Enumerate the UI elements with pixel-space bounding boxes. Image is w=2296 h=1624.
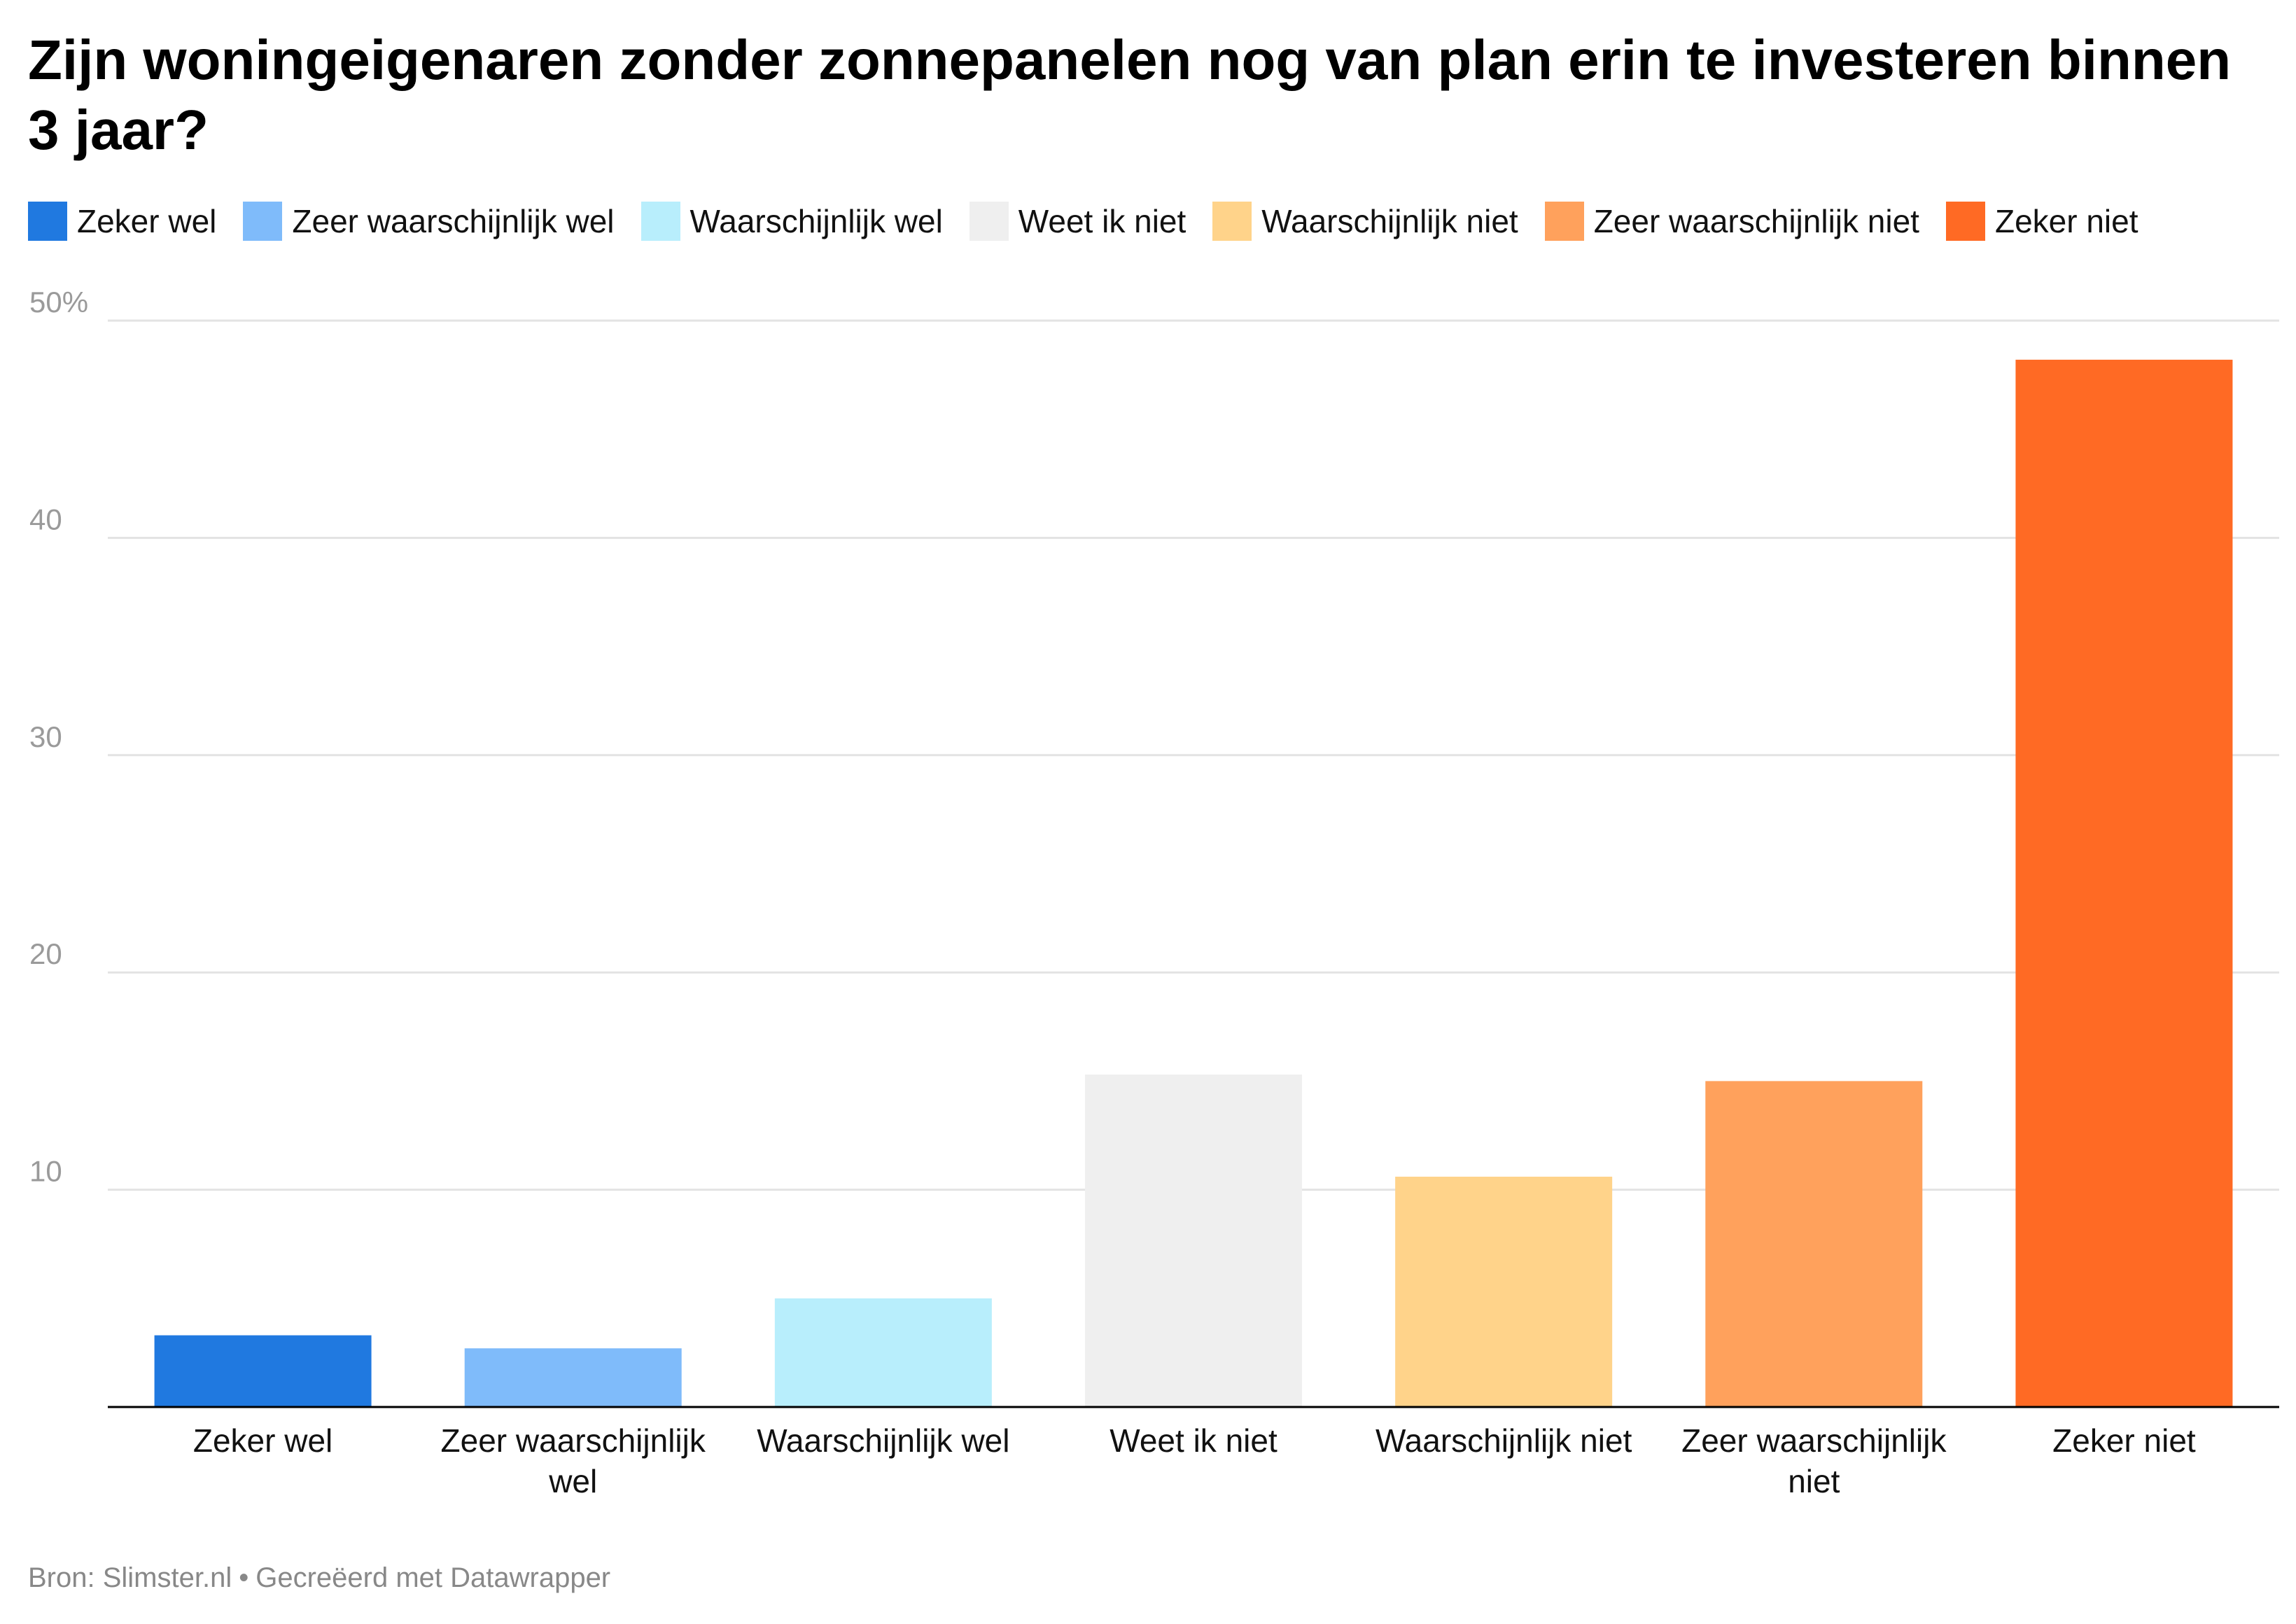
source-text: Bron: Slimster.nl [28, 1562, 232, 1593]
bar [1705, 1081, 1923, 1407]
legend-label: Waarschijnlijk wel [690, 203, 943, 239]
legend-label: Zeer waarschijnlijk wel [292, 203, 615, 239]
bar [1085, 1074, 1302, 1407]
legend-label: Zeker niet [1994, 203, 2138, 239]
bar [1395, 1176, 1613, 1407]
legend-swatch [1212, 202, 1252, 241]
legend-label: Weet ik niet [1018, 203, 1186, 239]
x-tick-label: Zeker niet [2052, 1422, 2196, 1459]
x-tick-label: Waarschijnlijk wel [757, 1422, 1009, 1459]
x-tick-label: wel [548, 1463, 597, 1499]
legend-item: Waarschijnlijk niet [1212, 202, 1518, 241]
x-tick-label: Waarschijnlijk niet [1376, 1422, 1632, 1459]
legend-swatch [243, 202, 283, 241]
bar [154, 1335, 372, 1407]
legend-label: Zeer waarschijnlijk niet [1593, 203, 1919, 239]
legend-label: Waarschijnlijk niet [1261, 203, 1518, 239]
x-tick-label: Zeer waarschijnlijk [441, 1422, 706, 1459]
chart-title: Zijn woningeigenaren zonder zonnepanelen… [28, 29, 2232, 161]
x-tick-label: Zeer waarschijnlijk [1681, 1422, 1947, 1459]
y-tick-label: 20 [29, 937, 62, 970]
x-tick-label: niet [1788, 1463, 1840, 1499]
legend-item: Weet ik niet [969, 202, 1186, 241]
legend-item: Zeker wel [28, 202, 216, 241]
bar [2015, 359, 2233, 1407]
legend: Zeker wel Zeer waarschijnlijk wel Waarschi… [28, 200, 2268, 242]
x-tick-label: Zeker wel [193, 1422, 332, 1459]
legend-label: Zeker wel [77, 203, 217, 239]
credit-link[interactable]: Gecreëerd met Datawrapper [255, 1562, 611, 1593]
bar-chart: 10 20 30 40 50% Zeker wel Zeer waarschijnlijk w… [29, 286, 2279, 1499]
legend-swatch [640, 202, 680, 241]
legend-swatch [1945, 202, 1985, 241]
y-tick-label: 10 [29, 1155, 62, 1188]
footer: Bron: Slimster.nl • Gecreëerd met Datawrap… [28, 1562, 610, 1594]
x-tick-label: Weet ik niet [1110, 1422, 1278, 1459]
bar [464, 1348, 682, 1407]
legend-item: Waarschijnlijk wel [640, 202, 943, 241]
y-tick-label: 50% [29, 286, 88, 318]
footer-separator: • [239, 1562, 249, 1593]
legend-item: Zeer waarschijnlijk wel [243, 202, 615, 241]
bar [774, 1298, 992, 1407]
legend-swatch [28, 202, 67, 241]
y-tick-label: 30 [29, 720, 62, 753]
legend-item: Zeker niet [1945, 202, 2138, 241]
legend-item: Zeer waarschijnlijk niet [1544, 202, 1919, 241]
legend-swatch [969, 202, 1009, 241]
y-tick-label: 40 [29, 503, 62, 536]
legend-swatch [1544, 202, 1584, 241]
